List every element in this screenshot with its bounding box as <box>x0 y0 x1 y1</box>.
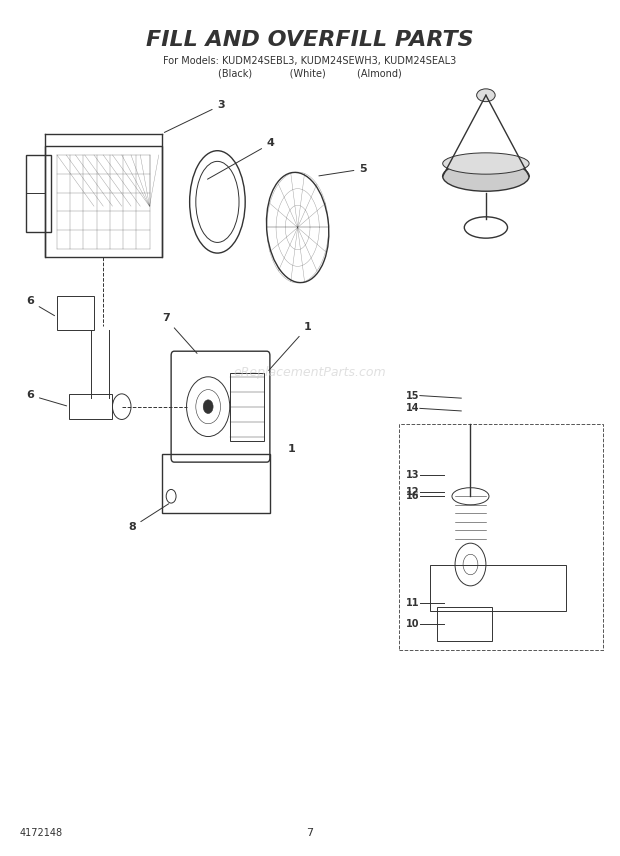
Bar <box>26 155 51 232</box>
Bar <box>430 564 566 611</box>
Bar <box>399 424 603 650</box>
Ellipse shape <box>443 162 529 191</box>
Ellipse shape <box>443 153 529 174</box>
Text: 7: 7 <box>162 313 197 354</box>
Text: 13: 13 <box>405 470 419 480</box>
Ellipse shape <box>477 89 495 102</box>
Text: 4: 4 <box>208 139 275 179</box>
Text: (Black)            (White)          (Almond): (Black) (White) (Almond) <box>218 69 402 79</box>
Text: For Models: KUDM24SEBL3, KUDM24SEWH3, KUDM24SEAL3: For Models: KUDM24SEBL3, KUDM24SEWH3, KU… <box>164 56 456 66</box>
Bar <box>69 394 112 419</box>
Text: 14: 14 <box>405 403 419 413</box>
Bar <box>57 296 94 330</box>
Bar <box>162 454 270 514</box>
Text: 16: 16 <box>405 491 419 502</box>
Text: 1: 1 <box>268 322 312 371</box>
Text: 7: 7 <box>306 829 314 838</box>
Bar <box>436 607 492 641</box>
Bar <box>230 372 264 441</box>
Text: 11: 11 <box>405 597 419 608</box>
Text: 6: 6 <box>26 390 66 406</box>
Text: 10: 10 <box>405 619 419 629</box>
Text: 1: 1 <box>288 444 295 455</box>
Circle shape <box>203 400 213 413</box>
Text: 15: 15 <box>405 390 419 401</box>
Text: 5: 5 <box>319 164 367 175</box>
Text: FILL AND OVERFILL PARTS: FILL AND OVERFILL PARTS <box>146 30 474 50</box>
Text: 3: 3 <box>164 100 225 133</box>
Text: 4172148: 4172148 <box>20 829 63 838</box>
Text: eReplacementParts.com: eReplacementParts.com <box>234 366 386 379</box>
Text: 6: 6 <box>26 296 55 316</box>
Text: 8: 8 <box>128 503 169 532</box>
Text: 12: 12 <box>405 487 419 497</box>
